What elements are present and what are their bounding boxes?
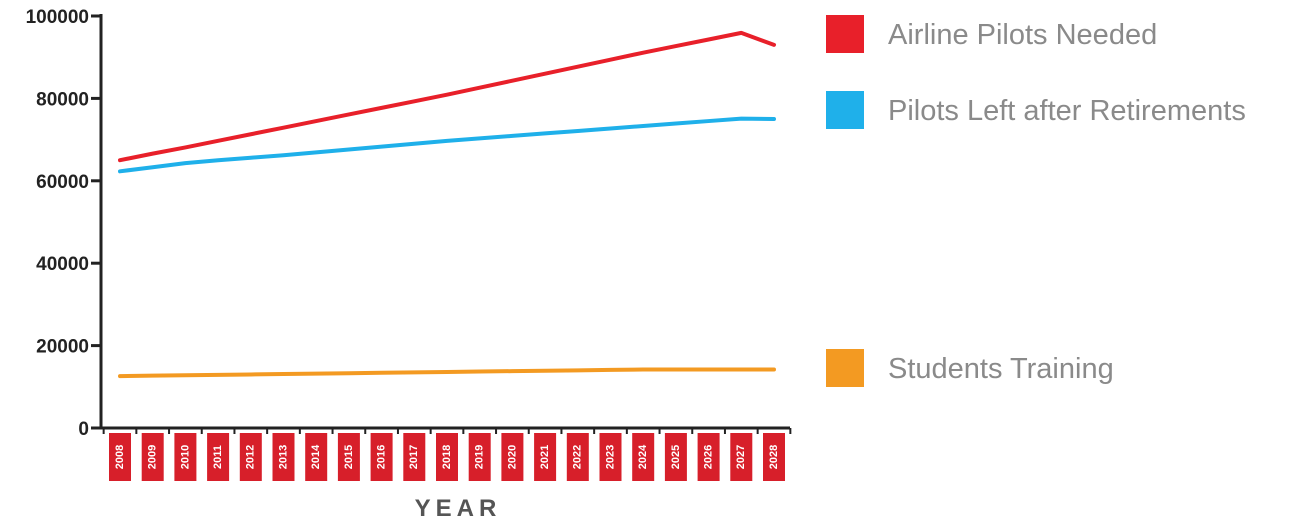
x-tick-label: 2024 — [637, 444, 649, 469]
x-tick-label: 2022 — [572, 445, 584, 469]
y-tick-label: 0 — [78, 419, 89, 440]
x-tick-label-box — [337, 433, 360, 481]
x-tick-label: 2020 — [506, 445, 518, 469]
x-tick-label-box — [501, 433, 524, 481]
x-tick-label-box — [403, 433, 426, 481]
x-tick-label: 2025 — [670, 445, 682, 469]
y-tick-label: 80000 — [36, 89, 89, 110]
x-tick-label: 2008 — [114, 445, 126, 469]
y-axis: 0 20000 40000 60000 80000 100000 — [26, 7, 103, 440]
x-tick-label: 2021 — [539, 445, 551, 469]
legend-label: Pilots Left after Retirements — [888, 95, 1246, 127]
x-tick-label-box — [141, 433, 164, 481]
x-tick-label: 2013 — [277, 445, 289, 469]
x-tick-label-box — [599, 433, 622, 481]
x-tick-label: 2015 — [343, 445, 355, 469]
x-tick-label: 2012 — [245, 445, 257, 469]
y-tick-label: 100000 — [26, 7, 89, 28]
legend-label: Airline Pilots Needed — [888, 19, 1157, 51]
series-lines — [118, 30, 776, 379]
x-tick-label-box — [534, 433, 557, 481]
x-axis-label: YEAR — [415, 495, 502, 522]
x-tick-label-box — [730, 433, 753, 481]
x-tick-label-box — [436, 433, 458, 481]
x-tick-label: 2010 — [179, 445, 191, 469]
x-tick-label-box — [664, 433, 687, 481]
x-tick-label-box — [174, 433, 197, 481]
x-tick-label-box — [370, 433, 393, 481]
y-tick-label: 20000 — [36, 337, 89, 358]
legend: Airline Pilots Needed Pilots Left after R… — [826, 15, 1246, 387]
x-tick-label: 2023 — [604, 445, 616, 469]
x-tick-label-box — [697, 433, 720, 481]
series-line-2 — [118, 116, 776, 174]
x-tick-label-box — [305, 433, 328, 481]
series-line-3 — [118, 367, 776, 379]
x-tick-label-box — [763, 433, 785, 481]
legend-label: Students Training — [888, 353, 1114, 385]
x-tick-label: 2028 — [768, 445, 780, 469]
x-tick-label-box — [272, 433, 295, 481]
x-tick-label-box — [239, 433, 262, 481]
x-tick-label: 2019 — [474, 445, 486, 469]
y-tick-label: 60000 — [36, 172, 89, 193]
x-tick-label-box — [632, 433, 655, 481]
x-tick-label-box — [566, 433, 589, 481]
x-tick-label-box — [468, 433, 491, 481]
x-tick-label: 2026 — [703, 445, 715, 469]
series-line-1 — [118, 30, 776, 163]
y-tick-label: 40000 — [36, 254, 89, 275]
x-tick-label: 2017 — [408, 445, 420, 469]
legend-swatch — [826, 15, 864, 53]
legend-swatch — [826, 349, 864, 387]
x-tick-label-box — [109, 433, 131, 481]
legend-swatch — [826, 91, 864, 129]
x-axis: 2008 2009 2010 2011 2012 2013 2014 2015 2016 2017… — [101, 426, 792, 481]
x-tick-label: 2009 — [147, 445, 159, 469]
x-tick-label: 2011 — [212, 445, 224, 469]
x-tick-label-box — [207, 433, 230, 481]
x-tick-label: 2018 — [441, 445, 453, 469]
x-tick-label: 2014 — [310, 444, 322, 469]
x-tick-label: 2016 — [376, 445, 388, 469]
x-tick-label: 2027 — [735, 445, 747, 469]
